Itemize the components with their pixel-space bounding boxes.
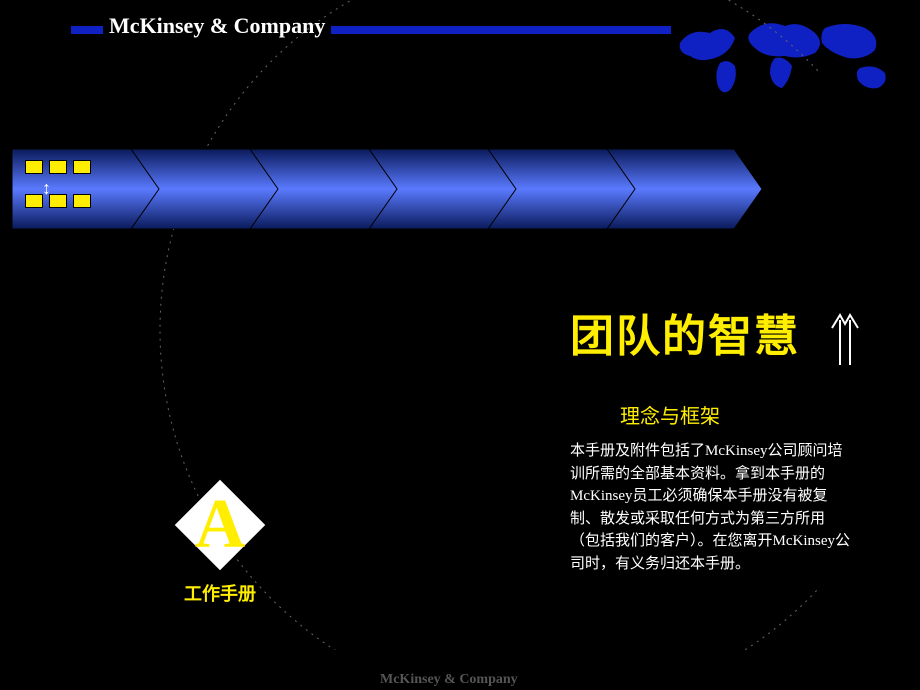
diamond-letter: A xyxy=(175,480,265,570)
up-arrow-icon xyxy=(830,310,860,375)
yellow-grid xyxy=(25,160,91,228)
yellow-square xyxy=(25,194,43,208)
yellow-square xyxy=(49,194,67,208)
process-bar xyxy=(12,149,912,229)
company-logo: McKinsey & Company xyxy=(103,13,331,39)
chevron-6 xyxy=(607,149,762,229)
workbook-badge: A 工作手册 xyxy=(165,480,275,606)
yellow-square xyxy=(25,160,43,174)
footer-logo: McKinsey & Company xyxy=(380,672,518,688)
subtitle: 理念与框架 xyxy=(620,400,720,429)
updown-arrow-icon: ↕ xyxy=(42,178,51,199)
diamond-label: 工作手册 xyxy=(165,580,275,606)
yellow-square xyxy=(73,194,91,208)
main-title: 团队的智慧 xyxy=(570,300,800,364)
body-text: 本手册及附件包括了McKinsey公司顾问培训所需的全部基本资料。拿到本手册的M… xyxy=(570,440,850,575)
yellow-square xyxy=(73,160,91,174)
world-map-icon xyxy=(670,8,900,108)
yellow-square xyxy=(49,160,67,174)
